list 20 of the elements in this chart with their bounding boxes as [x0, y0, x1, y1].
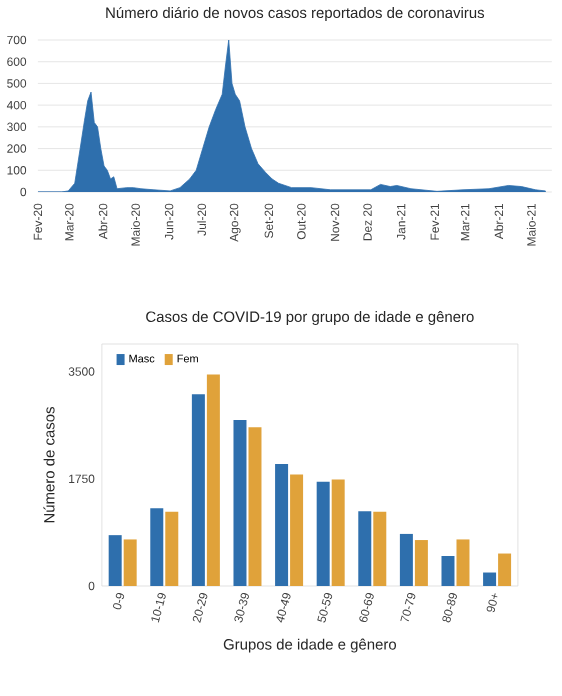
bar — [399, 533, 413, 586]
bar — [316, 481, 330, 586]
bar — [275, 464, 289, 586]
bar — [331, 479, 345, 586]
bar — [373, 511, 387, 586]
bar — [248, 427, 262, 586]
bar — [233, 419, 247, 586]
bar — [456, 539, 470, 586]
bar — [206, 374, 220, 586]
bar — [414, 540, 428, 586]
bar — [165, 511, 179, 586]
bar — [123, 539, 137, 586]
bar — [290, 474, 304, 586]
bar — [483, 572, 497, 586]
bar — [358, 511, 372, 586]
bar — [150, 508, 164, 586]
bar — [498, 553, 512, 586]
bar — [108, 535, 122, 586]
bar — [441, 555, 455, 586]
bar — [191, 394, 205, 586]
